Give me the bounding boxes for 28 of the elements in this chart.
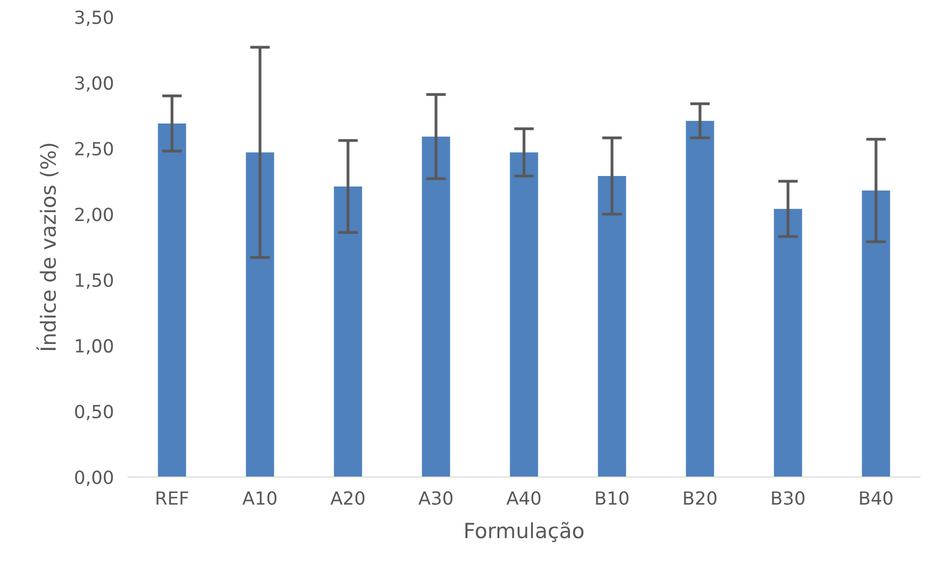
x-tick-label: A30 xyxy=(418,491,452,505)
bar xyxy=(862,190,890,477)
x-tick-label: A20 xyxy=(330,491,364,505)
bar xyxy=(598,176,626,477)
bar xyxy=(334,186,362,477)
x-tick-label: B40 xyxy=(860,491,892,505)
x-tick-label: B10 xyxy=(596,491,628,505)
x-tick-label: B30 xyxy=(772,491,804,505)
y-axis-title: Índice de vazios (%) xyxy=(36,144,58,350)
y-tick-label: 0,00 xyxy=(75,470,113,486)
x-tick-label: REF xyxy=(156,491,188,505)
bar xyxy=(246,152,274,477)
bar xyxy=(686,120,714,477)
bar xyxy=(158,123,186,477)
bar xyxy=(422,136,450,477)
y-tick-label: 3,50 xyxy=(75,10,113,26)
y-tick-label: 3,00 xyxy=(75,76,113,92)
bar xyxy=(774,208,802,477)
bar xyxy=(510,152,538,477)
y-tick-label: 1,00 xyxy=(76,339,113,355)
x-tick-label: A10 xyxy=(242,491,276,505)
x-tick-label: A40 xyxy=(506,491,540,505)
x-tick-label: B20 xyxy=(684,491,716,505)
y-tick-label: 0,50 xyxy=(75,404,113,420)
y-tick-label: 1,50 xyxy=(76,273,113,289)
y-tick-label: 2,50 xyxy=(75,142,113,158)
y-tick-label: 2,00 xyxy=(75,208,113,224)
x-axis-title: Formulação xyxy=(465,522,584,542)
